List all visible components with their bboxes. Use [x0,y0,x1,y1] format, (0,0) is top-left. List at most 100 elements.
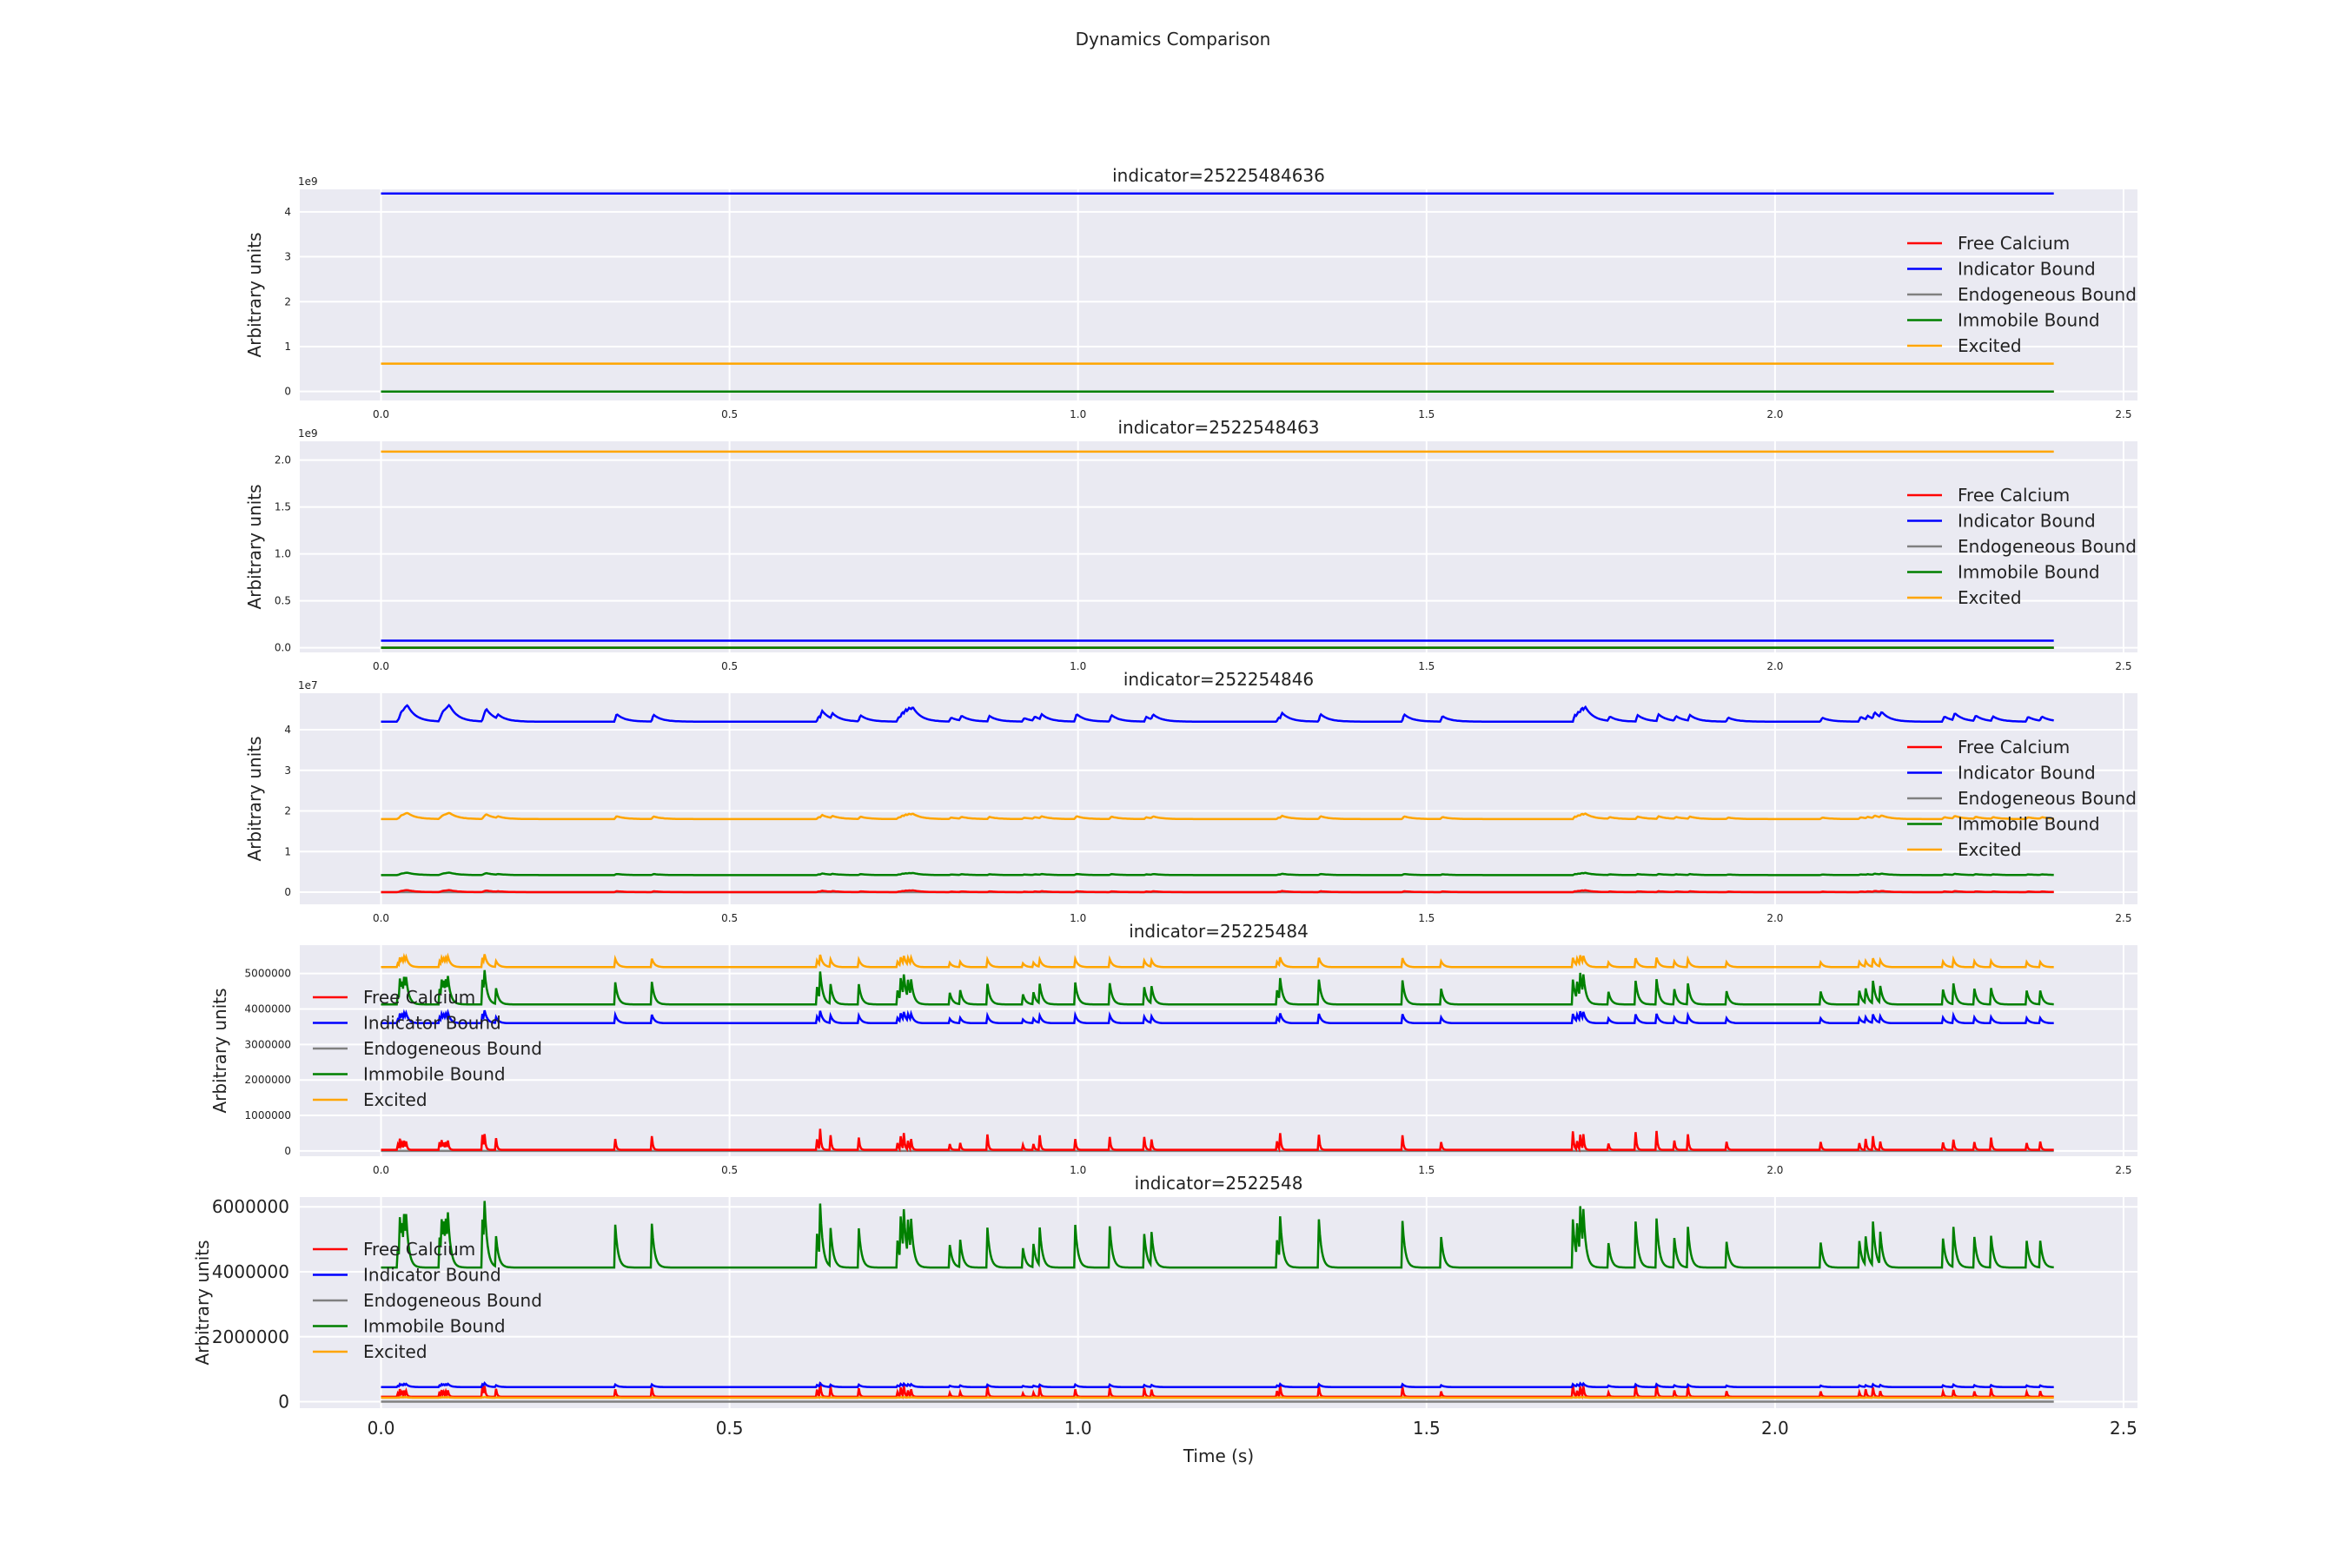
legend-entry: Endogeneous Bound [363,1038,542,1059]
legend-entry: Endogeneous Bound [1958,536,2137,557]
y-tick-label: 2.0 [275,454,291,466]
x-tick-label: 2.5 [2115,408,2131,420]
series-line-free-calcium [381,1128,2054,1153]
subplot-title: indicator=2522548 [1135,1173,1303,1194]
subplot-4: 0.0 0.5 1.0 1.5 2.0 2.5 0 1000000 2000000 3000000… [209,921,2137,1176]
y-tick-label: 1 [284,341,291,353]
series-line-immobile-bound [381,969,2054,1006]
plot-area [300,441,2137,652]
x-tick-label: 2.0 [1766,660,1783,672]
legend-entry: Immobile Bound [1958,562,2100,583]
y-tick-label: 3 [284,251,291,263]
x-tick-label: 2.5 [2115,1164,2131,1176]
legend-entry: Free Calcium [1958,737,2070,758]
x-tick-label: 1.5 [1418,912,1435,924]
series-line-immobile-bound [381,871,2054,877]
y-tick-label: 2000000 [245,1074,291,1086]
x-tick-label: 0.0 [368,1418,395,1439]
legend-entry: Free Calcium [363,987,475,1008]
y-axis-multiplier: 1e9 [298,175,318,188]
series-line-excited [381,811,2054,821]
legend-entry: Free Calcium [1958,233,2070,254]
plot-area [300,1197,2137,1408]
y-tick-label: 0 [284,886,291,898]
y-tick-label: 3000000 [245,1038,291,1050]
x-tick-label: 1.5 [1418,1164,1435,1176]
y-tick-label: 3 [284,764,291,777]
y-tick-label: 2000000 [212,1327,289,1347]
subplot-title: indicator=25225484636 [1112,165,1325,186]
legend: Free Calcium Indicator Bound Endogeneous B… [313,1239,542,1362]
y-axis-multiplier: 1e7 [298,679,318,691]
x-tick-label: 0.5 [721,1164,738,1176]
y-tick-label: 4 [284,724,291,736]
y-axis-multiplier: 1e9 [298,427,318,440]
x-tick-label: 0.0 [373,408,389,420]
plot-area [300,189,2137,400]
legend: Free Calcium Indicator Bound Endogeneous B… [313,987,542,1110]
legend-entry: Indicator Bound [1958,511,2096,532]
subplot-1: 0.0 0.5 1.0 1.5 2.0 2.5 0 1 2 3 4 indicator=2522548… [244,165,2137,420]
y-tick-label: 5000000 [245,968,291,980]
y-tick-label: 0 [284,386,291,398]
legend-entry: Immobile Bound [363,1064,506,1085]
y-axis-label: Arbitrary units [209,988,230,1113]
x-tick-label: 1.0 [1070,912,1086,924]
x-tick-label: 2.5 [2110,1418,2137,1439]
subplot-title: indicator=25225484 [1129,921,1309,942]
y-tick-label: 4 [284,206,291,218]
x-tick-label: 0.5 [716,1418,744,1439]
x-tick-label: 1.0 [1070,660,1086,672]
subplot-2: 0.0 0.5 1.0 1.5 2.0 2.5 0.0 0.5 1.0 1.5 2.0 indicat… [244,417,2137,672]
y-tick-label: 2 [284,295,291,308]
y-axis-label: Arbitrary units [244,736,265,861]
x-tick-label: 1.5 [1413,1418,1441,1439]
legend-entry: Endogeneous Bound [363,1290,542,1311]
x-tick-label: 0.5 [721,912,738,924]
legend-entry: Excited [363,1089,427,1110]
series-line-indicator-bound [381,703,2054,724]
legend-entry: Excited [1958,587,2022,608]
series-line-immobile-bound [381,1201,2054,1269]
legend-entry: Indicator Bound [1958,259,2096,280]
legend-entry: Endogeneous Bound [1958,284,2137,305]
legend-entry: Excited [363,1341,427,1362]
y-axis-label: Arbitrary units [192,1240,213,1365]
x-tick-label: 1.0 [1070,1164,1086,1176]
y-tick-label: 1 [284,845,291,857]
legend-entry: Immobile Bound [1958,814,2100,835]
subplot-3: 0.0 0.5 1.0 1.5 2.0 2.5 0 1 2 3 4 indicator=2522548… [244,669,2137,924]
x-tick-label: 1.5 [1418,660,1435,672]
legend-entry: Indicator Bound [363,1013,501,1034]
y-tick-label: 0.0 [275,642,291,654]
legend-entry: Immobile Bound [363,1316,506,1337]
x-axis-label: Time (s) [1183,1446,1254,1466]
subplot-5: 0.0 0.5 1.0 1.5 2.0 2.5 0 2000000 4000000 6000000… [192,1173,2137,1466]
x-tick-label: 0.0 [373,1164,389,1176]
y-tick-label: 2 [284,805,291,817]
y-tick-label: 0 [278,1392,289,1413]
subplot-title: indicator=2522548463 [1117,417,1319,438]
x-tick-label: 1.5 [1418,408,1435,420]
x-tick-label: 2.0 [1766,408,1783,420]
legend-entry: Indicator Bound [1958,763,2096,784]
x-tick-label: 2.0 [1766,912,1783,924]
x-tick-label: 0.5 [721,408,738,420]
y-tick-label: 1000000 [245,1109,291,1121]
series-line-excited [381,952,2054,969]
x-tick-label: 0.0 [373,660,389,672]
legend-entry: Excited [1958,335,2022,356]
y-tick-label: 6000000 [212,1196,289,1217]
x-tick-label: 2.0 [1766,1164,1783,1176]
legend-entry: Immobile Bound [1958,310,2100,331]
x-tick-label: 1.0 [1070,408,1086,420]
legend: Free Calcium Indicator Bound Endogeneous B… [1907,737,2137,860]
x-tick-label: 2.0 [1761,1418,1789,1439]
x-tick-label: 0.5 [721,660,738,672]
legend: Free Calcium Indicator Bound Endogeneous B… [1907,485,2137,608]
series-line-free-calcium [381,889,2054,894]
legend-entry: Free Calcium [363,1239,475,1260]
x-tick-label: 2.5 [2115,912,2131,924]
